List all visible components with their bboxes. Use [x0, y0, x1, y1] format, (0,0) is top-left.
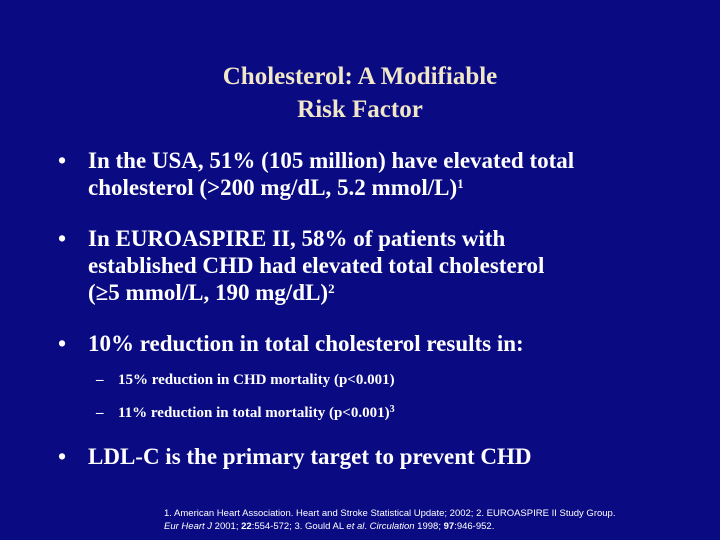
- bullet-dot: •: [58, 148, 67, 173]
- bullet-text: cholesterol (>200 mg/dL, 5.2 mmol/L): [88, 175, 458, 200]
- sub-bullet-text: 11% reduction in total mortality (p<0.00…: [118, 405, 390, 421]
- footnote-marker: 2: [328, 281, 335, 296]
- footnote-marker: 1: [457, 176, 464, 191]
- bullet-dot: •: [58, 226, 67, 251]
- footnote-marker: 3: [389, 404, 395, 415]
- bullet-dot: •: [58, 331, 67, 356]
- sub-bullet-total: –11% reduction in total mortality (p<0.0…: [96, 404, 395, 422]
- title-line-2: Risk Factor: [297, 96, 423, 123]
- reference-line-2: Eur Heart J 2001; 22:554-572; 3. Gould A…: [164, 521, 495, 532]
- bullet-text: In EUROASPIRE II, 58% of patients with: [88, 226, 506, 251]
- bullet-text: In the USA, 51% (105 million) have eleva…: [88, 148, 575, 173]
- reference-line-1: 1. American Heart Association. Heart and…: [164, 508, 616, 519]
- dash-marker: –: [96, 405, 104, 421]
- slide-title: Cholesterol: A Modifiable Risk Factor: [0, 60, 720, 126]
- references: 1. American Heart Association. Heart and…: [164, 507, 709, 533]
- title-line-1: Cholesterol: A Modifiable: [222, 63, 498, 90]
- bullet-text: LDL-C is the primary target to prevent C…: [88, 444, 532, 469]
- sub-bullet-chd: –15% reduction in CHD mortality (p<0.001…: [96, 371, 395, 389]
- bullet-text: 10% reduction in total cholesterol resul…: [88, 331, 524, 356]
- bullet-text: (≥5 mmol/L, 190 mg/dL): [88, 280, 329, 305]
- sub-bullet-text: 15% reduction in CHD mortality (p<0.001): [118, 372, 395, 388]
- bullet-text: established CHD had elevated total chole…: [88, 253, 545, 278]
- dash-marker: –: [96, 372, 104, 388]
- bullet-dot: •: [58, 444, 67, 469]
